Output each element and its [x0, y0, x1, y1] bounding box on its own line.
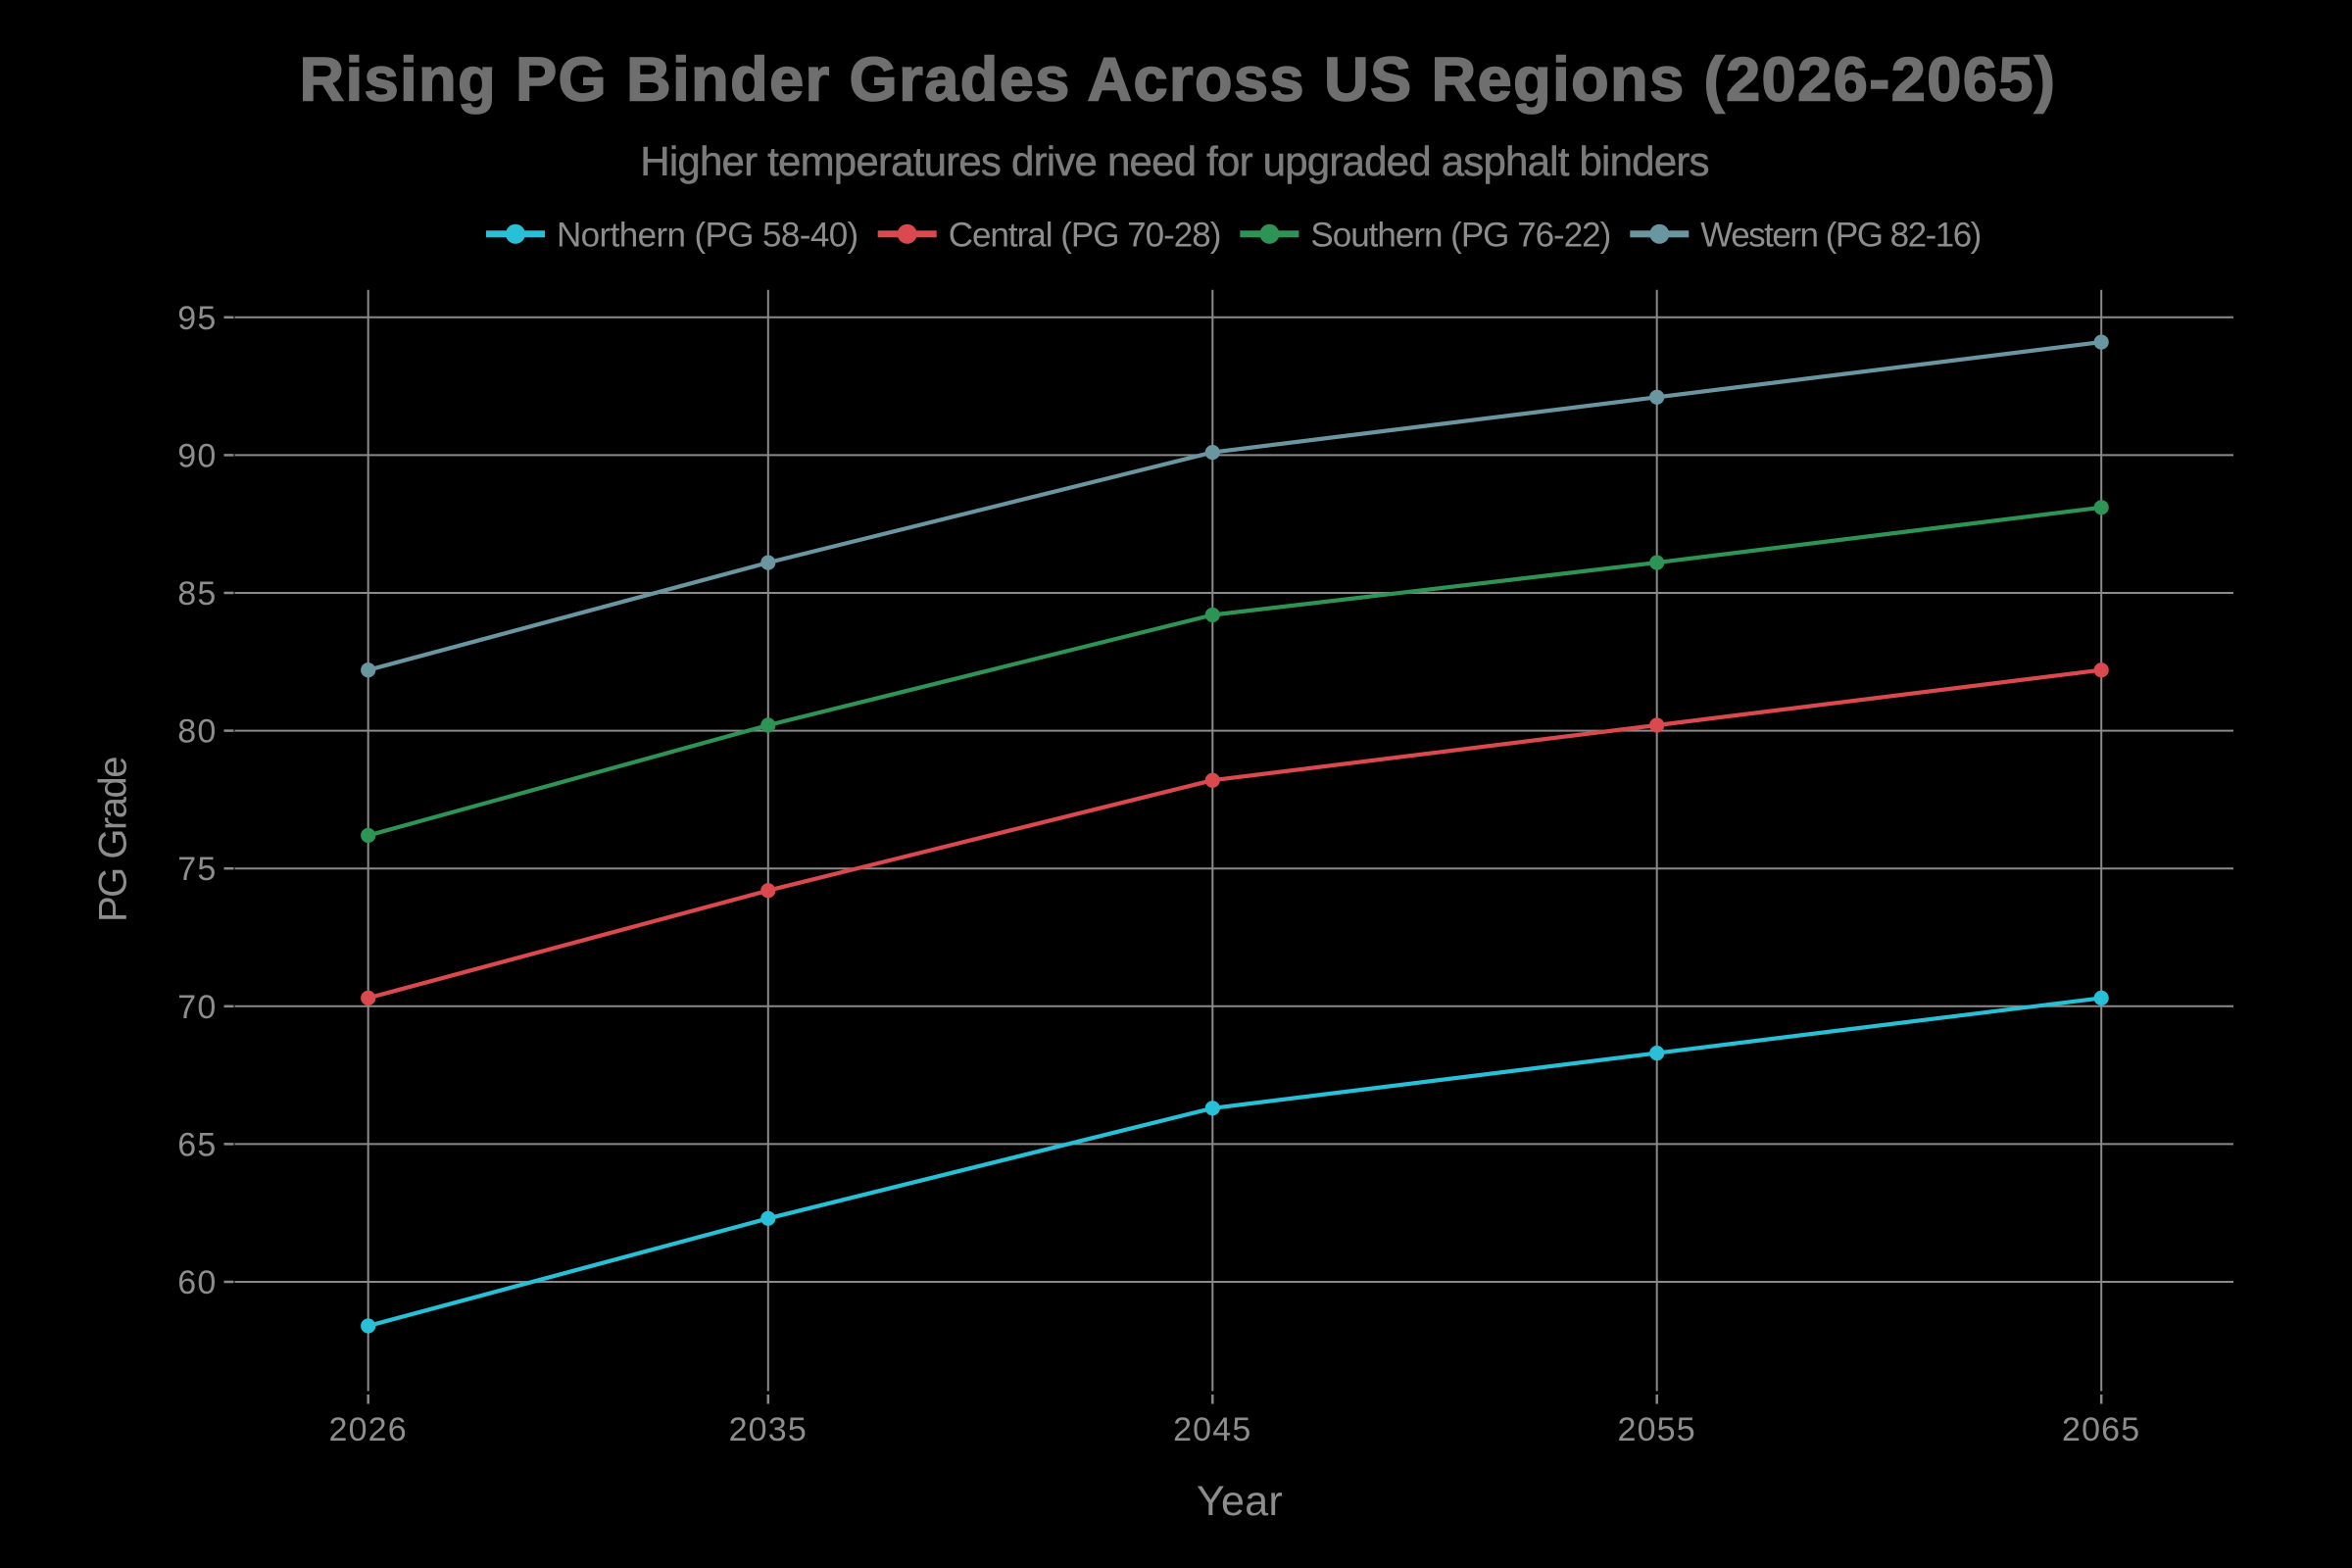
svg-text:Rising PG Binder Grades Across: Rising PG Binder Grades Across US Region… — [300, 45, 2057, 114]
svg-text:90: 90 — [177, 437, 217, 474]
svg-text:2055: 2055 — [1617, 1411, 1695, 1448]
svg-text:2045: 2045 — [1173, 1411, 1251, 1448]
svg-text:Higher temperatures drive need: Higher temperatures drive need for upgra… — [640, 138, 1708, 184]
svg-text:Northern (PG 58-40): Northern (PG 58-40) — [557, 217, 858, 255]
svg-text:Western (PG 82-16): Western (PG 82-16) — [1700, 217, 1981, 255]
svg-text:75: 75 — [177, 851, 217, 888]
svg-text:2035: 2035 — [729, 1411, 808, 1448]
svg-text:65: 65 — [177, 1126, 217, 1163]
svg-text:70: 70 — [177, 989, 217, 1026]
svg-text:95: 95 — [177, 300, 217, 337]
svg-text:Southern (PG 76-22): Southern (PG 76-22) — [1310, 217, 1610, 255]
svg-text:2026: 2026 — [328, 1411, 407, 1448]
svg-text:PG Grade: PG Grade — [92, 758, 135, 922]
svg-text:80: 80 — [177, 713, 217, 751]
svg-text:2065: 2065 — [2062, 1411, 2140, 1448]
svg-text:Central (PG 70-28): Central (PG 70-28) — [949, 217, 1221, 255]
svg-text:60: 60 — [177, 1264, 217, 1301]
svg-text:Year: Year — [1197, 1478, 1283, 1525]
svg-text:85: 85 — [177, 575, 217, 612]
